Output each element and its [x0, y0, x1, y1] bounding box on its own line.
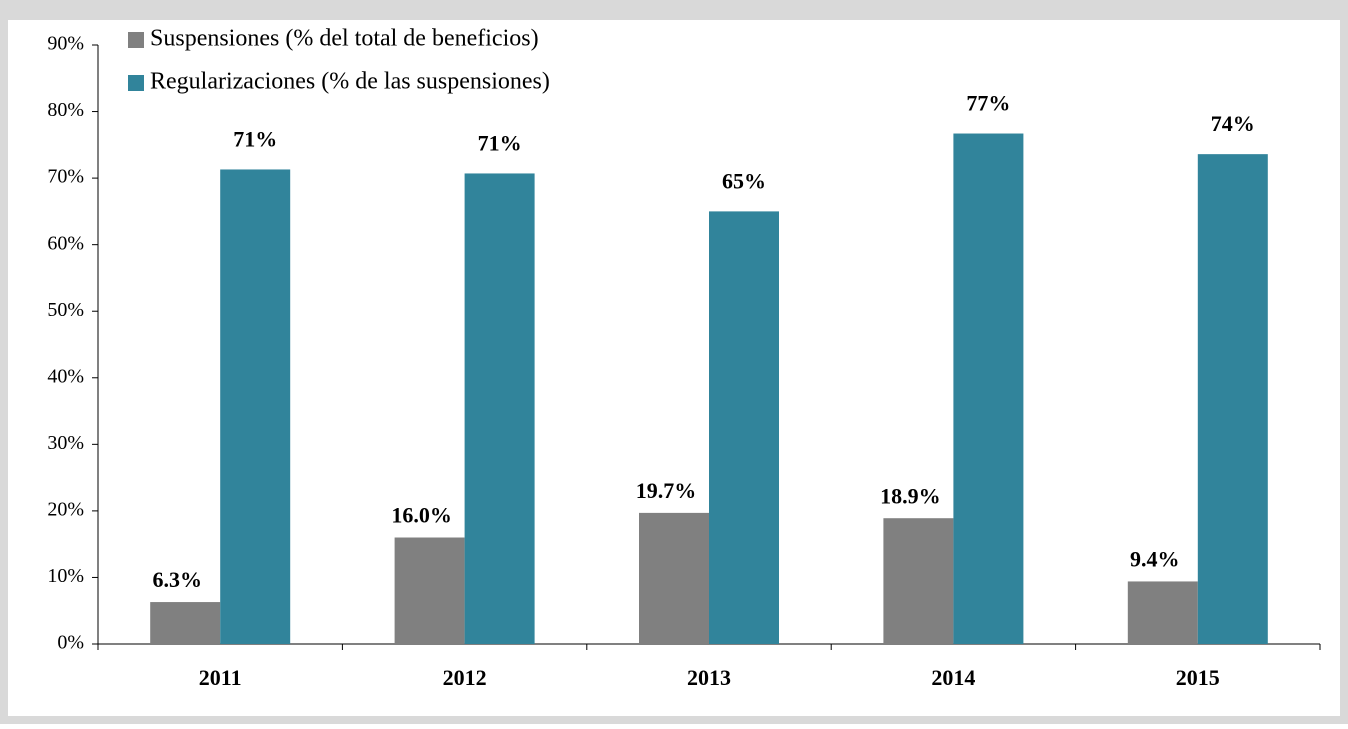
- legend-label: Suspensiones (% del total de beneficios): [150, 26, 539, 52]
- bar: [150, 602, 221, 644]
- bar: [1127, 581, 1198, 644]
- data-label: 18.9%: [880, 483, 941, 508]
- y-tick-label: 40%: [47, 365, 84, 387]
- y-tick-label: 50%: [47, 299, 84, 321]
- y-tick-label: 90%: [47, 33, 84, 55]
- bar: [220, 169, 291, 644]
- y-tick-label: 0%: [57, 632, 84, 654]
- data-label: 16.0%: [391, 503, 452, 528]
- y-tick-label: 10%: [47, 565, 84, 587]
- y-tick-label: 70%: [47, 166, 84, 188]
- x-tick-label: 2015: [1176, 665, 1220, 690]
- data-label: 65%: [722, 168, 766, 193]
- legend-swatch: [128, 32, 144, 48]
- data-label: 71%: [233, 127, 277, 152]
- bar: [709, 211, 779, 644]
- data-label: 9.4%: [1130, 546, 1180, 571]
- data-label: 71%: [478, 130, 522, 155]
- bar: [394, 537, 465, 644]
- bar: [1197, 154, 1268, 644]
- bar: [639, 512, 709, 644]
- y-tick-label: 60%: [47, 232, 84, 254]
- data-label: 19.7%: [636, 478, 697, 503]
- x-tick-label: 2012: [443, 665, 487, 690]
- data-label: 77%: [966, 91, 1010, 116]
- y-tick-label: 80%: [47, 99, 84, 121]
- x-tick-label: 2013: [687, 665, 731, 690]
- x-tick-label: 2011: [199, 665, 242, 690]
- bar: [883, 518, 954, 644]
- x-tick-label: 2014: [931, 665, 975, 690]
- bar: [464, 173, 535, 645]
- bar: [953, 133, 1024, 644]
- legend-swatch: [128, 75, 144, 91]
- y-tick-label: 20%: [47, 498, 84, 520]
- legend-label: Regularizaciones (% de las suspensiones): [150, 69, 550, 95]
- y-tick-label: 30%: [47, 432, 84, 454]
- data-label: 74%: [1211, 111, 1255, 136]
- data-label: 6.3%: [152, 567, 202, 592]
